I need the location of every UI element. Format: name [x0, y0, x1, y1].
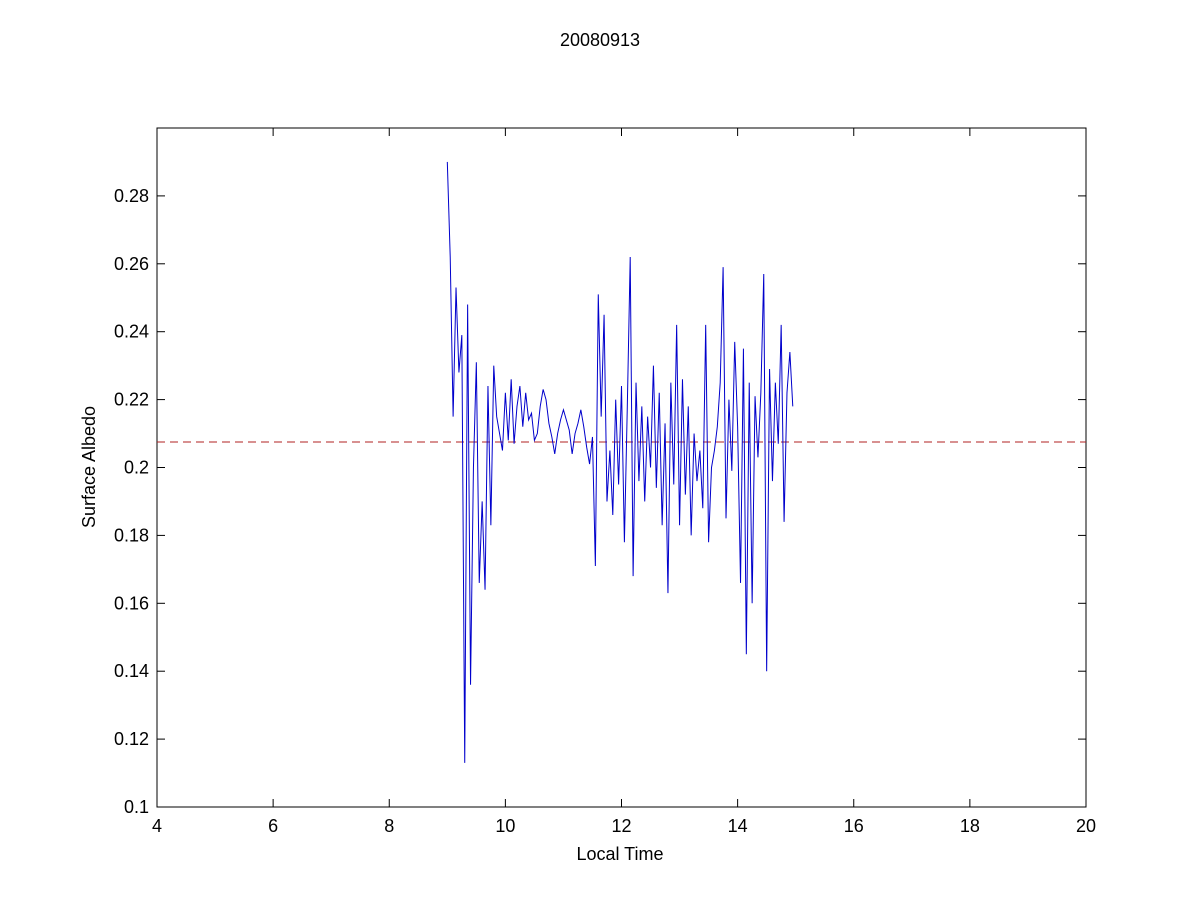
x-tick-label: 12 — [611, 816, 631, 836]
y-tick-label: 0.28 — [114, 186, 149, 206]
y-tick-label: 0.2 — [124, 458, 149, 478]
x-tick-label: 6 — [268, 816, 278, 836]
x-axis-label: Local Time — [576, 844, 663, 864]
y-tick-label: 0.26 — [114, 254, 149, 274]
data-line — [446, 161, 794, 763]
y-tick-label: 0.22 — [114, 390, 149, 410]
y-tick-label: 0.12 — [114, 729, 149, 749]
y-tick-label: 0.18 — [114, 525, 149, 545]
x-tick-label: 20 — [1076, 816, 1096, 836]
plot-area — [156, 127, 1087, 808]
y-tick-label: 0.1 — [124, 797, 149, 817]
chart-title: 20080913 — [560, 30, 640, 50]
y-axis-label: Surface Albedo — [79, 406, 99, 528]
x-tick-label: 8 — [384, 816, 394, 836]
x-tick-label: 16 — [844, 816, 864, 836]
x-tick-label: 10 — [495, 816, 515, 836]
x-tick-label: 18 — [960, 816, 980, 836]
y-tick-label: 0.24 — [114, 322, 149, 342]
y-tick-label: 0.16 — [114, 593, 149, 613]
y-tick-label: 0.14 — [114, 661, 149, 681]
x-tick-label: 14 — [728, 816, 748, 836]
x-tick-label: 4 — [152, 816, 162, 836]
